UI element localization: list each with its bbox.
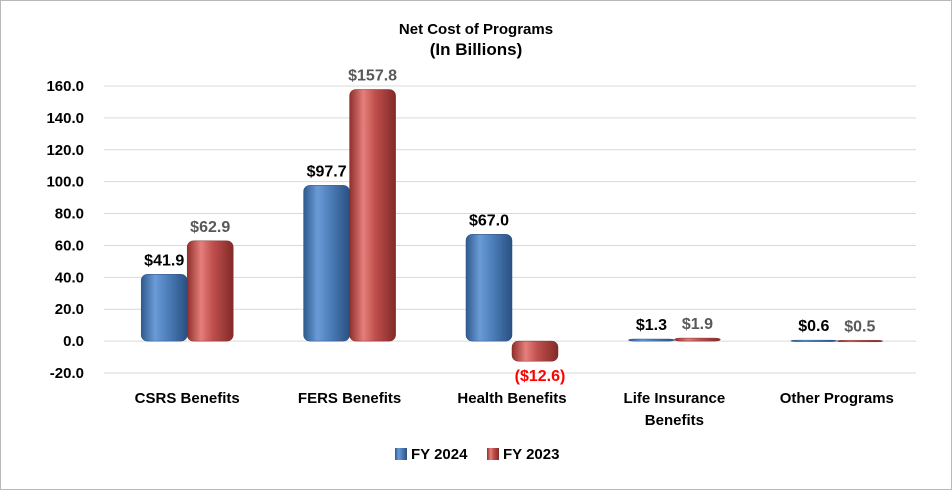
bar-fy-2023 xyxy=(511,340,559,362)
data-label: $1.3 xyxy=(636,317,667,334)
y-tick-label: 0.0 xyxy=(63,333,84,350)
y-tick-label: 40.0 xyxy=(55,269,84,286)
bar-fy-2024 xyxy=(303,185,350,342)
x-category-label: Life Insurance xyxy=(624,390,726,407)
data-label: $67.0 xyxy=(469,212,509,229)
bar-fy-2024 xyxy=(140,274,188,342)
bar-fy-2023 xyxy=(836,340,884,343)
y-tick-label: 100.0 xyxy=(46,174,84,191)
x-category-label: Benefits xyxy=(645,412,704,429)
x-category-label: Other Programs xyxy=(780,390,894,407)
y-tick-label: 20.0 xyxy=(55,301,84,318)
bar-fy-2023 xyxy=(186,240,234,342)
y-tick-label: -20.0 xyxy=(50,365,84,382)
x-category-label: Health Benefits xyxy=(457,390,566,407)
legend-label: FY 2024 xyxy=(411,446,468,463)
legend-swatch xyxy=(487,448,499,460)
x-category-label: CSRS Benefits xyxy=(135,390,240,407)
bar-fy-2024 xyxy=(790,339,838,342)
data-label: $1.9 xyxy=(682,316,713,333)
y-tick-label: 60.0 xyxy=(55,237,84,254)
chart-subtitle: (In Billions) xyxy=(429,40,523,59)
legend-label: FY 2023 xyxy=(503,446,559,463)
data-label: $157.8 xyxy=(348,68,397,85)
y-tick-label: 120.0 xyxy=(46,142,84,159)
data-label: ($12.6) xyxy=(515,368,566,385)
y-tick-label: 80.0 xyxy=(55,206,84,223)
x-category-label: FERS Benefits xyxy=(298,390,401,407)
bar-fy-2024 xyxy=(465,234,513,342)
data-label: $97.7 xyxy=(307,163,347,180)
data-label: $41.9 xyxy=(144,252,184,269)
data-label: $0.6 xyxy=(798,318,829,335)
data-label: $62.9 xyxy=(190,219,230,236)
bar-fy-2023 xyxy=(674,337,721,342)
legend-swatch xyxy=(395,448,407,460)
data-label: $0.5 xyxy=(844,318,875,335)
bar-fy-2023 xyxy=(349,89,396,342)
chart-title: Net Cost of Programs xyxy=(398,21,554,38)
y-tick-label: 140.0 xyxy=(46,110,84,127)
bar-fy-2024 xyxy=(628,338,675,342)
y-tick-label: 160.0 xyxy=(46,78,84,95)
